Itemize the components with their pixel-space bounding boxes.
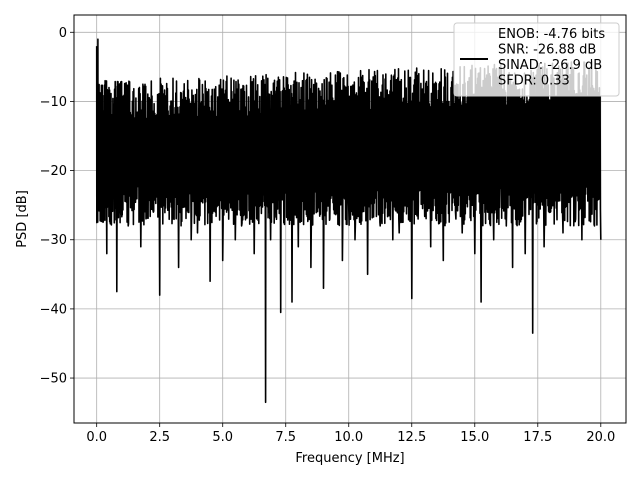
y-tick-label: −40 xyxy=(40,302,67,317)
y-tick-label: 0 xyxy=(59,26,67,41)
y-tick-label: −30 xyxy=(40,233,67,248)
legend: ENOB: -4.76 bits SNR: -26.88 dB SINAD: -… xyxy=(453,22,620,97)
legend-entry-sfdr: SFDR: 0.33 xyxy=(498,74,570,89)
psd-series-line xyxy=(95,38,602,404)
legend-box xyxy=(453,22,620,97)
x-tick-label: 20.0 xyxy=(586,430,615,445)
y-tick-label: −20 xyxy=(40,164,67,179)
x-tick-label: 17.5 xyxy=(523,430,552,445)
x-tick-label: 10.0 xyxy=(334,430,363,445)
y-tick-label: −50 xyxy=(40,372,67,387)
legend-entry-snr: SNR: -26.88 dB xyxy=(498,43,596,58)
y-axis-label: PSD [dB] xyxy=(15,190,30,248)
axis-ticks: 0.0 2.5 5.0 7.5 10.0 12.5 15.0 17.5 20.0 0 −10 −20 −… xyxy=(40,26,616,445)
y-tick-label: −10 xyxy=(40,95,67,110)
x-tick-label: 12.5 xyxy=(397,430,426,445)
x-tick-label: 2.5 xyxy=(149,430,170,445)
x-tick-label: 5.0 xyxy=(212,430,233,445)
x-tick-label: 15.0 xyxy=(460,430,489,445)
data-layer xyxy=(95,38,602,404)
x-tick-label: 7.5 xyxy=(275,430,296,445)
legend-entry-enob: ENOB: -4.76 bits xyxy=(498,27,605,42)
legend-entry-sinad: SINAD: -26.9 dB xyxy=(498,58,602,73)
x-tick-label: 0.0 xyxy=(86,430,107,445)
plot-frame xyxy=(73,14,627,424)
x-axis-label: Frequency [MHz] xyxy=(295,451,404,466)
